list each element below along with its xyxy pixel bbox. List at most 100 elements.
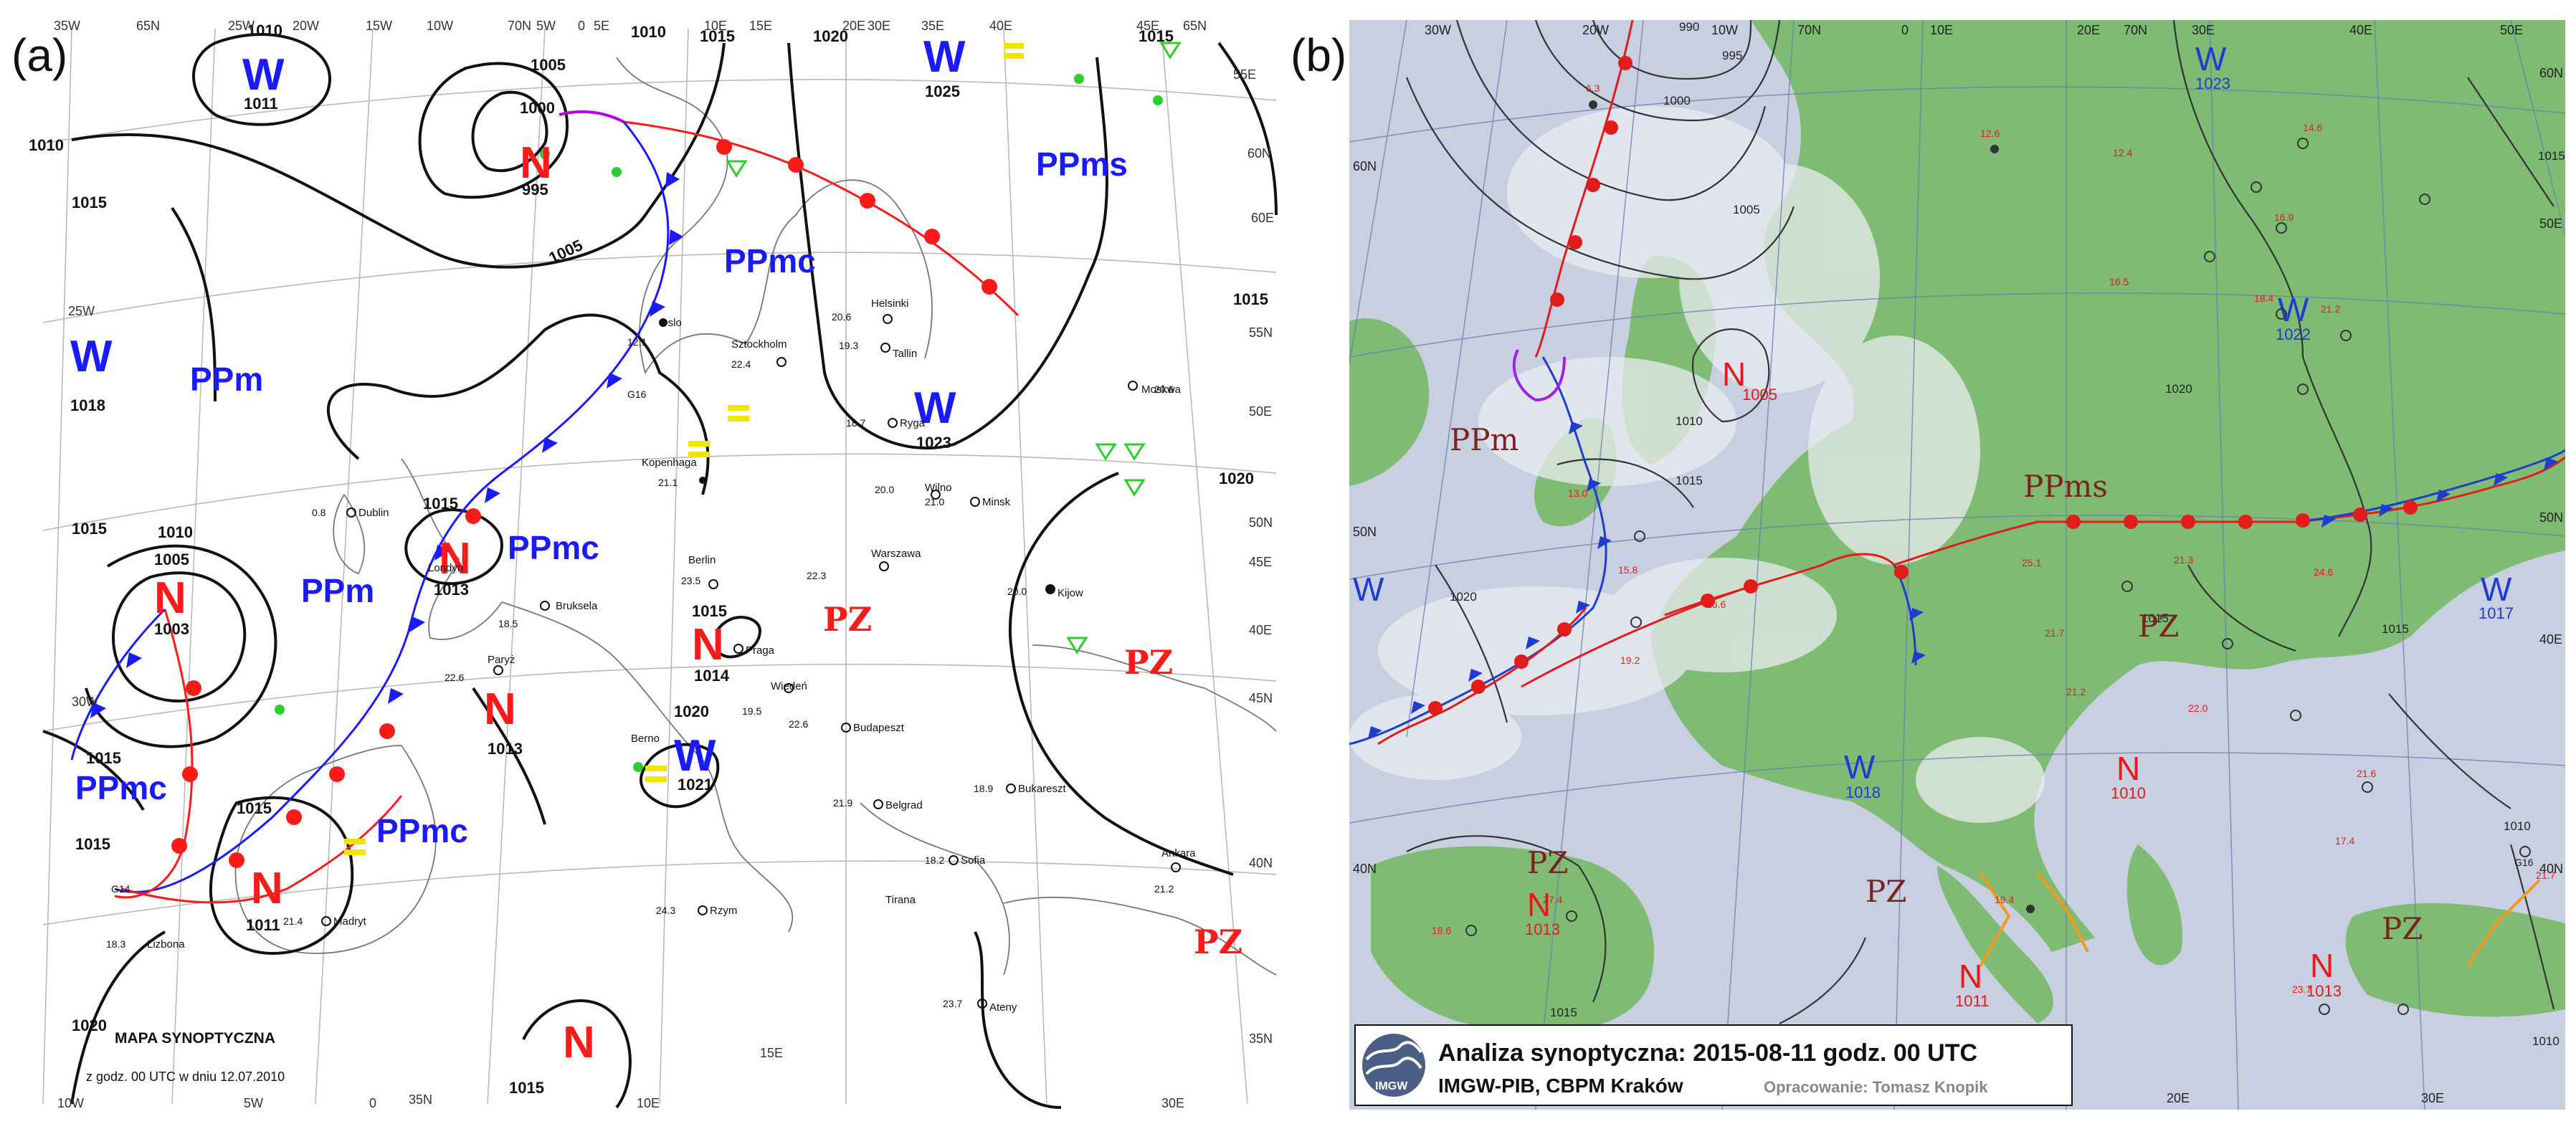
air-masses-b: PPm PPms PZ PZ PZ PZ (1450, 422, 2423, 946)
grid-labels-b: 30W 20W 10W 70N 0 10E 20E 70N 30E 40E 50… (1353, 23, 2563, 1105)
svg-text:W: W (674, 731, 716, 781)
svg-text:Ankara: Ankara (1161, 847, 1196, 859)
svg-text:1011: 1011 (246, 916, 280, 934)
clouds-b (1349, 106, 2045, 823)
svg-text:PPm: PPm (301, 572, 374, 609)
svg-text:W: W (1844, 748, 1876, 786)
svg-text:1011: 1011 (1955, 992, 1989, 1010)
stations-b (1465, 100, 2531, 1015)
svg-text:Minsk: Minsk (982, 496, 1011, 508)
svg-text:1010: 1010 (1676, 414, 1703, 428)
svg-text:IMGW: IMGW (1375, 1080, 1408, 1092)
svg-text:40N: 40N (1353, 862, 1377, 876)
svg-text:21.2: 21.2 (2321, 303, 2340, 315)
svg-text:N: N (484, 685, 516, 734)
svg-text:21.6: 21.6 (2357, 768, 2376, 779)
svg-text:24.3: 24.3 (656, 905, 675, 916)
svg-text:35N: 35N (1249, 1032, 1273, 1046)
svg-text:21.4: 21.4 (283, 915, 303, 927)
graticule-b (1349, 20, 2565, 1110)
svg-text:1013: 1013 (1525, 920, 1560, 938)
svg-text:1020: 1020 (2165, 382, 2192, 396)
svg-text:W: W (914, 384, 956, 433)
svg-text:14.6: 14.6 (2303, 122, 2322, 133)
synoptic-map-b: 990 995 1000 1005 1010 1015 1020 1015 10… (1349, 20, 2565, 1110)
svg-text:60N: 60N (1353, 159, 1377, 173)
svg-text:1023: 1023 (2195, 75, 2230, 92)
svg-text:1014: 1014 (694, 667, 730, 685)
svg-text:20E: 20E (2167, 1091, 2190, 1105)
svg-text:Madryt: Madryt (333, 915, 367, 928)
svg-text:18.3: 18.3 (106, 938, 125, 950)
imgw-logo: IMGW (1362, 1034, 1425, 1097)
svg-text:25.1: 25.1 (2022, 557, 2041, 568)
svg-text:PPms: PPms (2023, 469, 2108, 504)
svg-text:1017: 1017 (2478, 604, 2514, 622)
svg-text:PZ: PZ (823, 600, 872, 639)
svg-text:W: W (2195, 40, 2227, 77)
svg-text:20W: 20W (293, 19, 319, 33)
fronts-a (70, 110, 1020, 904)
svg-text:5W: 5W (536, 19, 556, 33)
svg-text:PZ: PZ (2138, 609, 2179, 644)
svg-text:35N: 35N (409, 1092, 432, 1107)
svg-text:PPm: PPm (190, 361, 263, 398)
svg-text:Ateny: Ateny (989, 1001, 1017, 1014)
svg-text:60N: 60N (2539, 66, 2563, 80)
svg-text:N: N (1722, 356, 1746, 393)
svg-text:1011: 1011 (244, 95, 278, 113)
svg-text:30E: 30E (1161, 1096, 1184, 1110)
svg-text:Kopenhaga: Kopenhaga (642, 457, 697, 469)
air-masses-a: PPms PPmc PPm PPmc PPm PPmc PPmc PZ PZ P… (75, 146, 1242, 961)
troughs-b (1979, 872, 2541, 968)
svg-text:65N: 65N (1183, 19, 1207, 33)
svg-text:18.6: 18.6 (1432, 925, 1451, 936)
system-a-11: N (563, 1018, 595, 1067)
svg-text:N: N (2116, 750, 2140, 787)
svg-text:N: N (563, 1018, 595, 1067)
svg-text:10E: 10E (637, 1096, 660, 1110)
svg-text:70N: 70N (1797, 23, 1821, 37)
svg-text:70N: 70N (2124, 23, 2147, 37)
svg-text:35E: 35E (921, 19, 944, 33)
svg-text:1005: 1005 (546, 236, 586, 267)
svg-text:PPm: PPm (1450, 422, 1518, 457)
svg-text:N: N (154, 573, 186, 623)
svg-text:45E: 45E (1136, 19, 1159, 33)
svg-text:N: N (2310, 947, 2334, 984)
svg-text:22.6: 22.6 (445, 672, 464, 683)
front-symbols-a (90, 139, 997, 868)
svg-text:50E: 50E (2500, 23, 2523, 37)
svg-text:40E: 40E (2349, 23, 2372, 37)
svg-text:1015: 1015 (237, 799, 272, 817)
svg-text:20.6: 20.6 (1154, 384, 1174, 395)
svg-text:N: N (251, 864, 283, 913)
svg-text:PZ: PZ (1194, 923, 1242, 961)
svg-text:1015: 1015 (75, 835, 110, 853)
svg-text:Oslo: Oslo (660, 317, 682, 329)
svg-text:0: 0 (1901, 23, 1909, 37)
svg-text:PPmc: PPmc (376, 812, 468, 849)
svg-text:40N: 40N (1249, 856, 1273, 870)
svg-text:1013: 1013 (2306, 982, 2342, 1000)
svg-text:1013: 1013 (434, 581, 469, 599)
system-b-3: W (1353, 571, 1384, 608)
svg-text:1020: 1020 (72, 1016, 107, 1034)
svg-text:N: N (1959, 958, 1982, 995)
caption-title-a: MAPA SYNOPTYCZNA (115, 1030, 275, 1047)
svg-text:Budapeszt: Budapeszt (853, 722, 905, 734)
svg-text:20E: 20E (2077, 23, 2100, 37)
svg-text:Dublin: Dublin (358, 507, 389, 519)
svg-text:1020: 1020 (813, 27, 848, 45)
